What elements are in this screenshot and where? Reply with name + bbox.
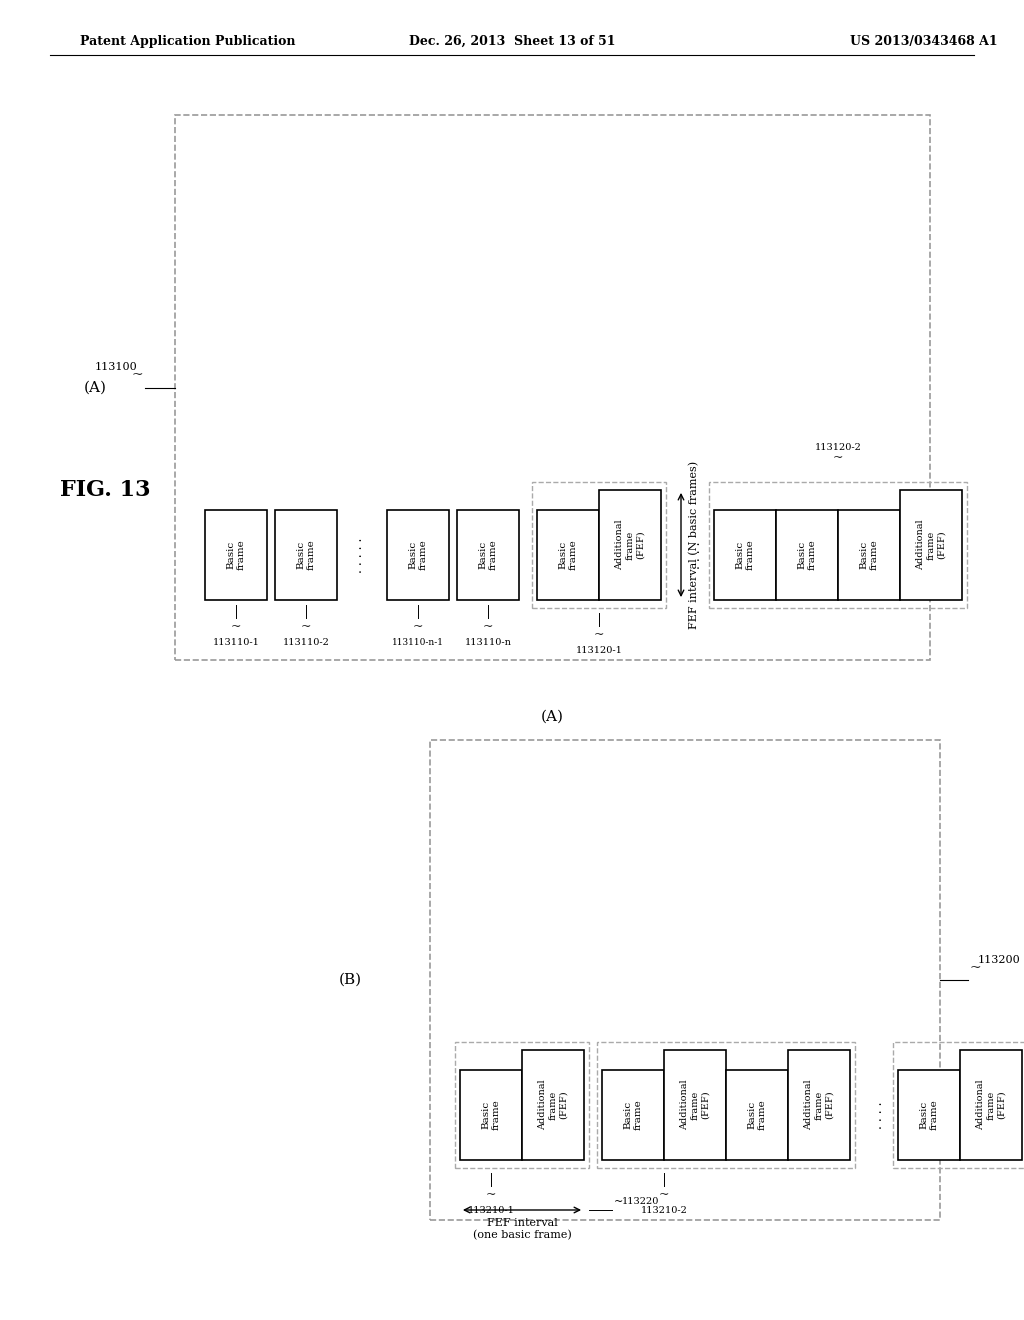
Bar	[532, 482, 666, 609]
Text: ~: ~	[614, 1197, 624, 1206]
Bar	[455, 1041, 589, 1168]
Text: Additional
frame
(FEF): Additional frame (FEF)	[680, 1080, 710, 1130]
Bar	[275, 510, 337, 601]
Text: 113110-n: 113110-n	[465, 638, 511, 647]
Text: ~: ~	[230, 620, 242, 634]
Bar	[714, 510, 776, 601]
Bar	[597, 1041, 855, 1168]
Bar	[961, 1049, 1022, 1160]
Text: Basic
frame: Basic frame	[735, 540, 755, 570]
Text: Basic
frame: Basic frame	[409, 540, 428, 570]
Text: Basic
frame: Basic frame	[920, 1100, 939, 1130]
Text: (one basic frame): (one basic frame)	[473, 1230, 571, 1241]
Text: Basic
frame: Basic frame	[481, 1100, 501, 1130]
Text: . . . . .: . . . . .	[352, 537, 366, 573]
Text: (B): (B)	[339, 973, 361, 987]
Text: Patent Application Publication: Patent Application Publication	[80, 36, 296, 48]
Text: Additional
frame
(FEF): Additional frame (FEF)	[804, 1080, 834, 1130]
Text: 113110-2: 113110-2	[283, 638, 330, 647]
Text: 113120-2: 113120-2	[814, 444, 861, 451]
Bar	[460, 1071, 522, 1160]
Bar	[838, 510, 900, 601]
Text: FEF interval (N basic frames): FEF interval (N basic frames)	[689, 461, 699, 630]
Bar	[898, 1071, 961, 1160]
Text: ~: ~	[131, 368, 143, 383]
Text: Additional
frame
(FEF): Additional frame (FEF)	[538, 1080, 568, 1130]
Bar	[387, 510, 449, 601]
Bar	[893, 1041, 1024, 1168]
Text: Basic
frame: Basic frame	[798, 540, 817, 570]
Text: FIG. 13: FIG. 13	[60, 479, 151, 502]
Text: 113120-1: 113120-1	[575, 645, 623, 655]
Text: . . . .: . . . .	[689, 541, 702, 569]
Bar	[457, 510, 519, 601]
Bar	[776, 510, 838, 601]
Text: (A): (A)	[541, 710, 564, 723]
Text: 113200: 113200	[978, 954, 1021, 965]
Text: ~: ~	[485, 1188, 497, 1201]
Text: FEF interval: FEF interval	[486, 1218, 557, 1228]
Bar	[664, 1049, 726, 1160]
Text: 113110-1: 113110-1	[213, 638, 259, 647]
Text: Additional
frame
(FEF): Additional frame (FEF)	[976, 1080, 1006, 1130]
Text: ~: ~	[833, 451, 843, 465]
Text: ~: ~	[594, 628, 604, 642]
Text: Basic
frame: Basic frame	[478, 540, 498, 570]
Bar	[430, 741, 940, 1220]
Text: 113210-2: 113210-2	[641, 1206, 687, 1214]
Text: 113110-n-1: 113110-n-1	[392, 638, 444, 647]
Text: Additional
frame
(FEF): Additional frame (FEF)	[615, 520, 645, 570]
Bar	[599, 490, 662, 601]
Bar	[900, 490, 962, 601]
Text: ~: ~	[301, 620, 311, 634]
Bar	[205, 510, 267, 601]
Bar	[522, 1049, 584, 1160]
Text: Basic
frame: Basic frame	[748, 1100, 767, 1130]
Text: 113100: 113100	[94, 363, 137, 372]
Bar	[726, 1071, 788, 1160]
Text: ~: ~	[482, 620, 494, 634]
Text: 113210-1: 113210-1	[468, 1206, 514, 1214]
Bar	[709, 482, 967, 609]
Text: (A): (A)	[84, 380, 106, 395]
Bar	[537, 510, 599, 601]
Text: US 2013/0343468 A1: US 2013/0343468 A1	[850, 36, 997, 48]
Text: 113220: 113220	[622, 1197, 659, 1206]
Text: ~: ~	[413, 620, 423, 634]
Text: Basic
frame: Basic frame	[226, 540, 246, 570]
Text: Basic
frame: Basic frame	[296, 540, 315, 570]
Bar	[788, 1049, 850, 1160]
Text: ~: ~	[970, 961, 982, 975]
Text: Basic
frame: Basic frame	[624, 1100, 643, 1130]
Bar	[175, 115, 930, 660]
Text: Basic
frame: Basic frame	[859, 540, 879, 570]
Text: Basic
frame: Basic frame	[558, 540, 578, 570]
Bar	[602, 1071, 664, 1160]
Text: . . . .: . . . .	[871, 1101, 885, 1129]
Text: Additional
frame
(FEF): Additional frame (FEF)	[916, 520, 946, 570]
Text: Dec. 26, 2013  Sheet 13 of 51: Dec. 26, 2013 Sheet 13 of 51	[409, 36, 615, 48]
Text: ~: ~	[658, 1188, 670, 1201]
